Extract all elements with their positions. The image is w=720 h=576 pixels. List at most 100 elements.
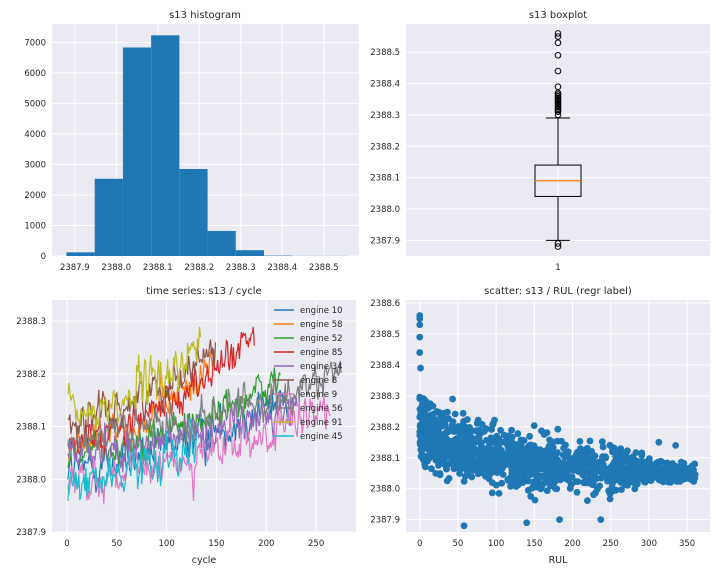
- scatter-point: [502, 438, 509, 446]
- scatter-point: [548, 455, 555, 463]
- scatter-point: [672, 441, 680, 449]
- scatter-point: [447, 426, 455, 434]
- scatter-point: [599, 443, 607, 451]
- scatter-point: [602, 454, 610, 462]
- scatter-panel: 2387.9 2388.0 2388.1 2388.2 2388.3 2388.4 2388…: [370, 286, 710, 566]
- scatter-point: [502, 450, 509, 458]
- x-tick-label: 250: [603, 539, 619, 549]
- scatter-point: [464, 416, 471, 423]
- legend-label: engine 34: [300, 362, 343, 372]
- scatter-point: [538, 427, 545, 435]
- scatter-point: [656, 471, 664, 479]
- legend-label: engine 91: [300, 418, 343, 428]
- histogram-bar: [179, 169, 208, 256]
- scatter-point: [554, 425, 562, 433]
- time-series-panel: engine 10 engine 58 engine 52 engine 85 engi…: [16, 286, 356, 566]
- scatter-point: [428, 465, 435, 473]
- scatter-point: [420, 406, 427, 414]
- scatter-point: [544, 472, 551, 480]
- scatter-point: [416, 395, 424, 403]
- scatter-point: [625, 458, 633, 466]
- scatter-point: [500, 431, 508, 439]
- scatter-point: [523, 519, 531, 527]
- x-tick-label: 2387.9: [60, 263, 90, 273]
- scatter-point: [497, 426, 504, 434]
- y-tick-label: 2388.1: [370, 454, 400, 464]
- x-tick-label: 50: [111, 539, 122, 549]
- scatter-point: [599, 461, 607, 468]
- scatter-point: [445, 475, 453, 482]
- series-line: [67, 395, 331, 505]
- scatter-point: [617, 471, 625, 479]
- y-tick-label: 2388.6: [370, 299, 400, 309]
- scatter-point: [597, 516, 605, 524]
- scatter-point: [507, 473, 515, 481]
- scatter-point: [418, 400, 426, 408]
- scatter-point: [504, 444, 512, 452]
- scatter-point: [588, 478, 596, 486]
- scatter-xlabel: RUL: [549, 555, 569, 566]
- x-tick-label: 250: [308, 539, 324, 549]
- y-tick-label: 2000: [24, 191, 46, 201]
- scatter-point: [578, 450, 586, 458]
- legend-label: engine 8: [300, 376, 337, 386]
- scatter-point: [468, 473, 476, 481]
- scatter-point: [486, 459, 494, 466]
- scatter-point: [661, 477, 669, 485]
- scatter-point: [652, 467, 659, 475]
- scatter-point: [667, 478, 675, 486]
- scatter-title: scatter: s13 / RUL (regr label): [484, 286, 632, 297]
- scatter-point: [539, 461, 547, 469]
- outlier-point: [554, 89, 562, 97]
- scatter-point: [432, 470, 440, 477]
- outlier-point: [554, 39, 562, 47]
- scatter-point: [418, 425, 426, 433]
- scatter-point: [633, 480, 641, 488]
- series-line: [67, 360, 342, 455]
- scatter-point: [490, 446, 498, 454]
- series-line: [67, 418, 198, 502]
- y-tick-label: 2388.3: [370, 392, 400, 402]
- scatter-point: [630, 459, 638, 466]
- histogram-bar: [235, 250, 264, 256]
- scatter-point: [428, 415, 435, 423]
- scatter-point: [531, 458, 538, 465]
- scatter-point: [459, 409, 467, 417]
- scatter-point: [421, 416, 429, 424]
- y-tick-label: 2388.4: [370, 80, 400, 90]
- scatter-point: [547, 446, 555, 454]
- scatter-point: [495, 490, 503, 497]
- y-tick-label: 4000: [24, 130, 46, 140]
- x-tick-label: 100: [159, 539, 175, 549]
- scatter-point: [519, 474, 527, 481]
- scatter-point: [568, 473, 576, 480]
- scatter-point: [554, 462, 561, 470]
- scatter-point: [598, 438, 606, 446]
- scatter-point: [420, 441, 428, 449]
- y-tick-label: 6000: [24, 69, 46, 79]
- y-tick-label: 2388.2: [370, 142, 400, 152]
- legend-label: engine 85: [300, 348, 343, 358]
- scatter-point: [422, 432, 430, 440]
- y-tick-label: 2388.5: [370, 330, 400, 340]
- outlier-point: [554, 52, 562, 59]
- histogram-title: s13 histogram: [169, 10, 241, 21]
- x-tick-label: 2388.1: [143, 263, 173, 273]
- scatter-point: [473, 419, 481, 427]
- scatter-point: [433, 408, 441, 415]
- scatter-point: [586, 437, 594, 445]
- scatter-point: [515, 468, 523, 476]
- legend-label: engine 52: [300, 334, 343, 344]
- scatter-point: [552, 474, 559, 482]
- x-tick-label: 2388.0: [101, 263, 131, 273]
- scatter-point: [418, 447, 426, 455]
- scatter-point: [419, 456, 427, 463]
- scatter-point: [573, 488, 581, 496]
- outlier-point: [554, 240, 562, 247]
- scatter-point: [466, 467, 473, 474]
- scatter-point: [442, 460, 450, 468]
- x-tick-label: 150: [526, 539, 542, 549]
- scatter-point: [584, 497, 591, 504]
- scatter-point: [629, 453, 637, 461]
